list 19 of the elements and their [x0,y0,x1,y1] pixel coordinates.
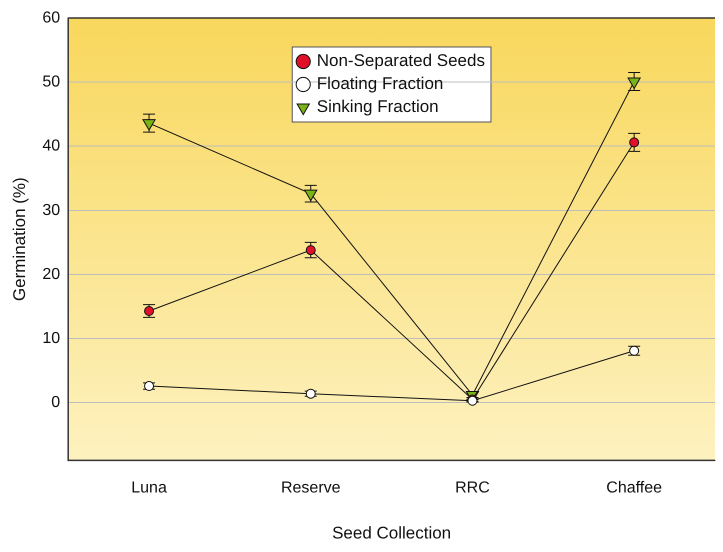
y-tick-label: 40 [42,138,60,155]
legend-label: Non-Separated Seeds [316,51,485,70]
y-tick-label: 50 [42,74,60,91]
legend-label: Sinking Fraction [316,97,439,116]
x-axis-title: Seed Collection [332,523,452,542]
y-tick-label: 60 [42,9,60,26]
x-tick-label: Luna [131,479,167,496]
x-tick-label: Reserve [280,479,341,496]
x-tick-label: RRC [455,479,490,496]
point [304,190,318,202]
y-tick-label: 0 [51,394,60,412]
point [142,119,156,131]
y-axis-title: Germination (%) [10,177,29,302]
x-tick-label: Chaffee [606,479,662,496]
legend-label: Floating Fraction [316,74,444,94]
y-tick-label: 10 [42,330,60,347]
y-tick-label: 20 [42,266,60,283]
point [628,77,641,89]
y-tick-label: 30 [42,202,60,219]
